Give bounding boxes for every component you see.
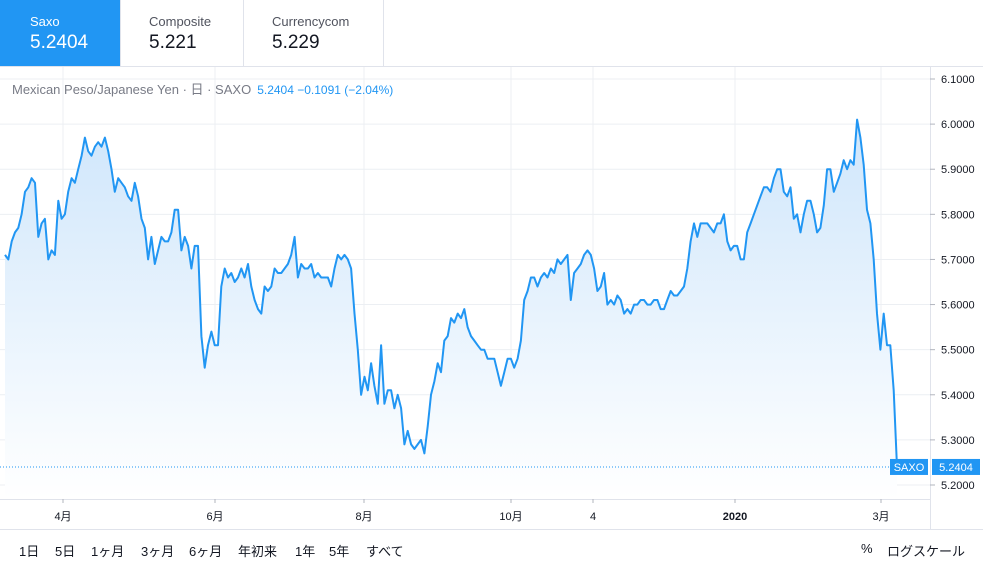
tab-currencycom-name: Currencycom	[272, 14, 350, 29]
log-scale-toggle[interactable]: ログスケール	[887, 544, 966, 559]
symbol-tabs: Saxo 5.2404 Composite 5.221 Currencycom …	[0, 0, 983, 67]
tab-saxo-name: Saxo	[30, 14, 60, 29]
period-all[interactable]: すべて	[366, 544, 404, 559]
bottom-toolbar: 1日 5日 1ヶ月 3ヶ月 6ヶ月 年初来 1年 5年 すべて % ログスケール	[0, 529, 983, 569]
y-tick-label: 5.9000	[941, 164, 975, 176]
period-ytd[interactable]: 年初来	[238, 544, 278, 559]
y-tick-label: 5.8000	[941, 209, 975, 221]
y-tick-label: 5.6000	[941, 300, 975, 312]
percent-toggle[interactable]: %	[861, 541, 873, 556]
y-tick-label: 5.5000	[941, 345, 975, 357]
time-axis: 4月 6月 8月 10月 4 2020 3月	[54, 499, 890, 523]
last-price-tag: SAXO 5.2404	[890, 458, 980, 475]
area-fill	[5, 119, 897, 499]
x-tick-label: 6月	[206, 511, 223, 523]
y-tick-label: 6.1000	[941, 74, 975, 86]
last-price-series-label: SAXO	[894, 462, 925, 474]
tab-composite[interactable]: Composite 5.221	[121, 0, 244, 66]
period-1y[interactable]: 1年	[295, 544, 316, 559]
tab-composite-value: 5.221	[149, 32, 197, 53]
series-line	[4, 118, 898, 468]
tab-currencycom[interactable]: Currencycom 5.229	[244, 0, 384, 66]
tab-currencycom-value: 5.229	[272, 32, 320, 53]
period-6m[interactable]: 6ヶ月	[189, 544, 223, 559]
y-tick-label: 5.4000	[941, 390, 975, 402]
price-axis: 5.2000 5.3000 5.4000 5.5000 5.6000 5.7000 5.80…	[930, 74, 975, 492]
y-tick-label: 5.2000	[941, 480, 975, 492]
y-tick-label: 5.3000	[941, 435, 975, 447]
x-tick-label: 4月	[54, 511, 71, 523]
tab-composite-name: Composite	[149, 14, 212, 29]
period-1d[interactable]: 1日	[19, 544, 40, 559]
legend-values: 5.2404 −0.1091 (−2.04%)	[257, 83, 394, 97]
x-tick-label: 3月	[872, 511, 889, 523]
x-tick-label: 8月	[355, 511, 372, 523]
period-3m[interactable]: 3ヶ月	[141, 544, 175, 559]
chart-legend: Mexican Peso/Japanese Yen · 日 · SAXO 5.24…	[12, 79, 393, 98]
y-tick-label: 6.0000	[941, 119, 975, 131]
legend-title: Mexican Peso/Japanese Yen · 日 · SAXO	[12, 82, 252, 97]
x-tick-label: 2020	[723, 511, 747, 523]
y-tick-label: 5.7000	[941, 254, 975, 266]
price-chart[interactable]: 5.2000 5.3000 5.4000 5.5000 5.6000 5.7000 5.80…	[0, 67, 983, 529]
x-tick-label: 4	[590, 511, 596, 523]
period-5d[interactable]: 5日	[55, 544, 76, 559]
tab-saxo[interactable]: Saxo 5.2404	[0, 0, 121, 66]
x-tick-label: 10月	[499, 511, 522, 523]
last-price-value: 5.2404	[939, 462, 973, 474]
period-5y[interactable]: 5年	[329, 544, 350, 559]
period-1m[interactable]: 1ヶ月	[91, 544, 125, 559]
tab-saxo-value: 5.2404	[30, 32, 89, 53]
